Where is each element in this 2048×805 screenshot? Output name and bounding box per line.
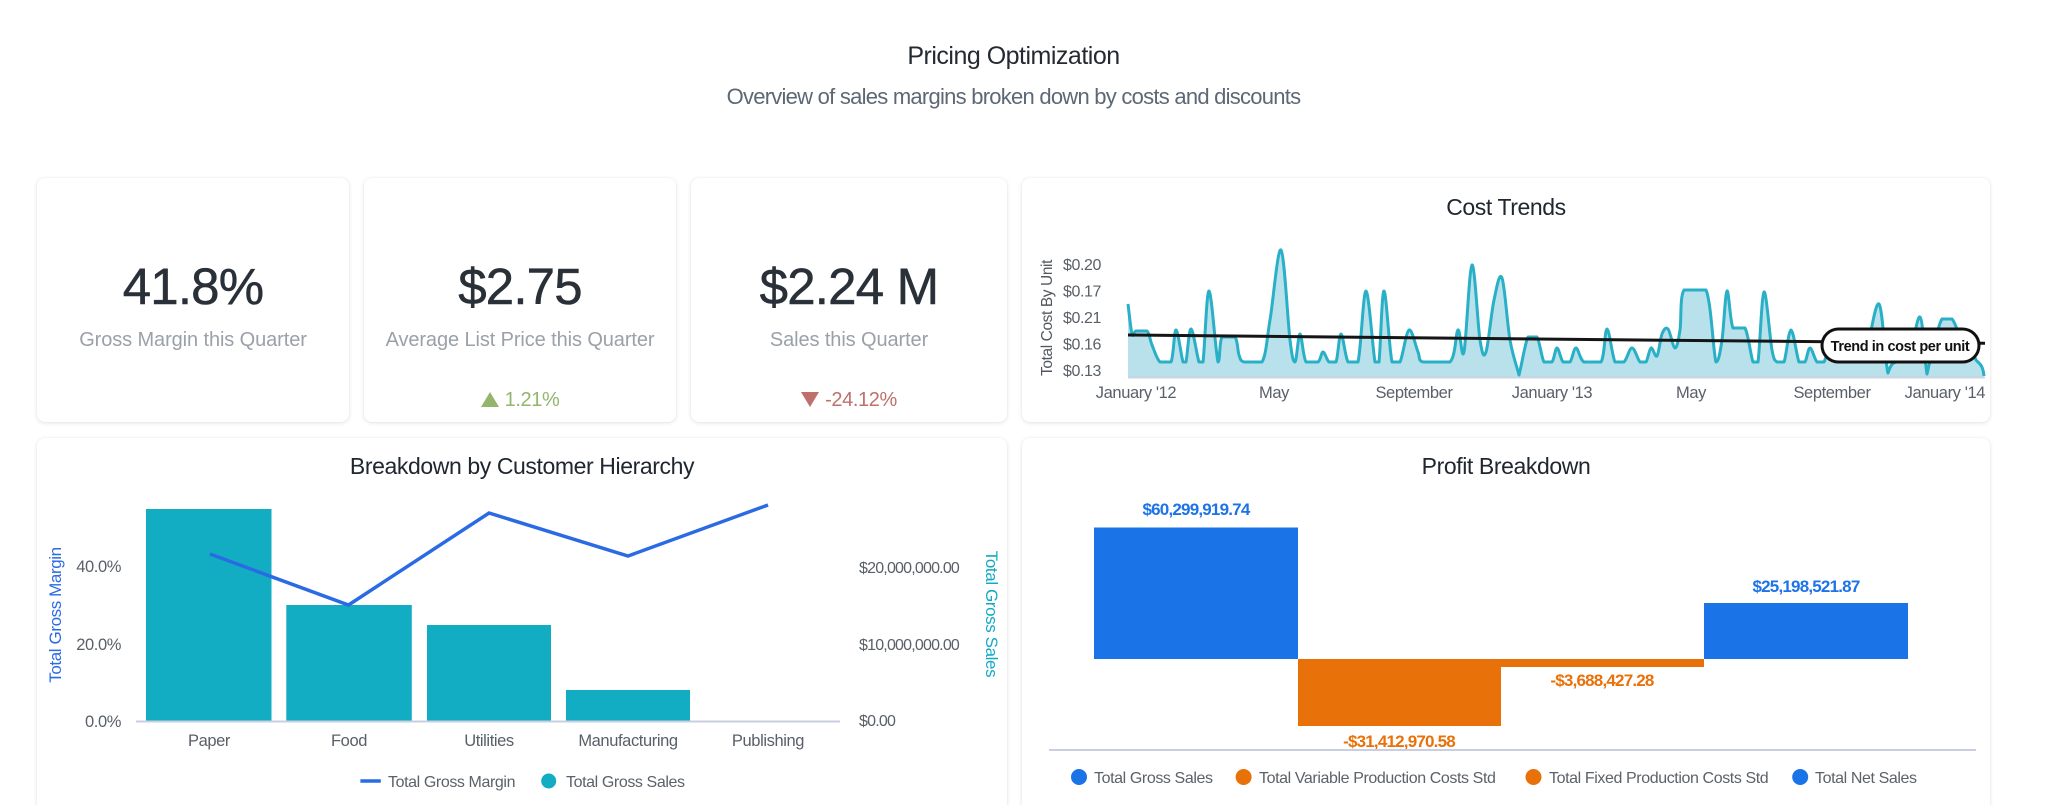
svg-text:$0.20: $0.20 [1063, 257, 1102, 274]
svg-text:Total Net Sales: Total Net Sales [1815, 770, 1917, 787]
svg-text:$0.13: $0.13 [1063, 363, 1102, 380]
svg-text:$20,000,000.00: $20,000,000.00 [859, 560, 960, 577]
svg-text:0.0%: 0.0% [85, 713, 122, 731]
svg-text:Total Gross Sales: Total Gross Sales [566, 774, 685, 791]
svg-text:Total Gross Margin: Total Gross Margin [46, 547, 65, 682]
svg-text:May: May [1259, 384, 1290, 402]
svg-text:Total Cost By Unit: Total Cost By Unit [1039, 259, 1056, 376]
svg-text:40.0%: 40.0% [76, 558, 122, 576]
svg-text:Food: Food [331, 732, 367, 750]
svg-text:Publishing: Publishing [732, 732, 804, 750]
svg-text:Paper: Paper [188, 732, 231, 750]
svg-text:Manufacturing: Manufacturing [578, 732, 678, 750]
svg-text:Total Gross Sales: Total Gross Sales [1094, 770, 1213, 787]
svg-text:September: September [1793, 384, 1871, 402]
svg-text:Trend in cost per unit: Trend in cost per unit [1831, 339, 1970, 355]
svg-text:Total Variable Production Cost: Total Variable Production Costs Std [1259, 770, 1496, 787]
svg-text:January '14: January '14 [1905, 384, 1986, 402]
svg-text:-$3,688,427.28: -$3,688,427.28 [1550, 671, 1654, 690]
svg-text:Utilities: Utilities [464, 732, 514, 750]
svg-text:$0.17: $0.17 [1063, 284, 1102, 301]
svg-text:20.0%: 20.0% [76, 636, 122, 654]
svg-text:$0.16: $0.16 [1063, 337, 1102, 354]
svg-text:Total Gross Margin: Total Gross Margin [388, 774, 515, 791]
svg-text:Total Fixed Production Costs S: Total Fixed Production Costs Std [1549, 770, 1768, 787]
svg-text:May: May [1676, 384, 1707, 402]
svg-text:$10,000,000.00: $10,000,000.00 [859, 637, 960, 654]
svg-text:Profit Breakdown: Profit Breakdown [1422, 453, 1591, 479]
svg-text:$0.00: $0.00 [859, 713, 896, 730]
svg-text:Cost Trends: Cost Trends [1446, 194, 1566, 220]
svg-text:January '13: January '13 [1512, 384, 1593, 402]
svg-text:$25,198,521.87: $25,198,521.87 [1753, 577, 1860, 596]
svg-text:Total Gross Sales: Total Gross Sales [982, 551, 1001, 677]
svg-text:Breakdown by Customer Hierarch: Breakdown by Customer Hierarchy [350, 453, 695, 479]
svg-text:$0.21: $0.21 [1063, 310, 1102, 327]
svg-text:January '12: January '12 [1096, 384, 1177, 402]
svg-text:-$31,412,970.58: -$31,412,970.58 [1343, 732, 1455, 751]
svg-text:$60,299,919.74: $60,299,919.74 [1143, 500, 1251, 519]
svg-text:September: September [1375, 384, 1453, 402]
